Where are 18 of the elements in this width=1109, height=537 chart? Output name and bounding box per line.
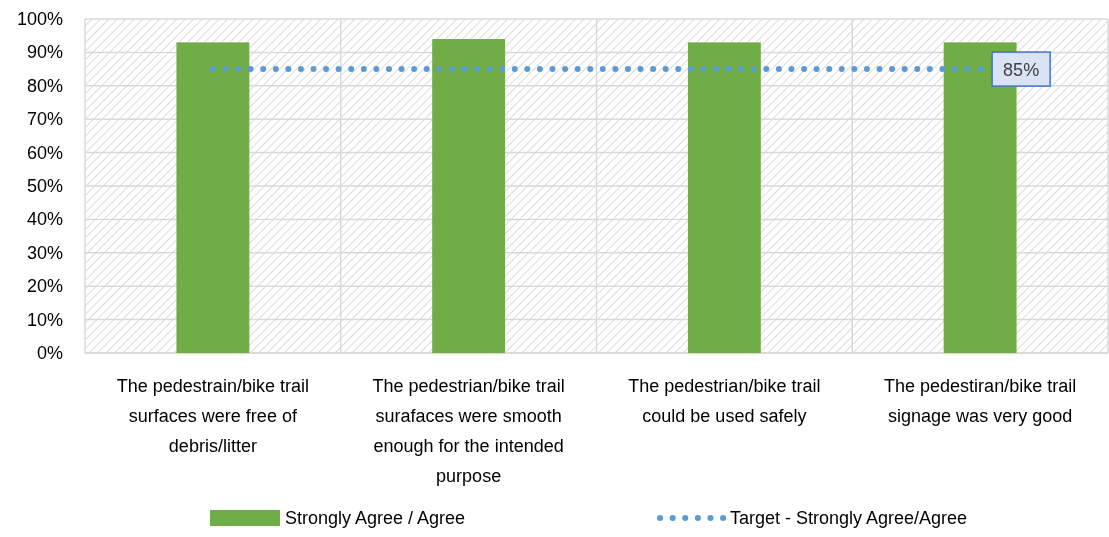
y-tick-label: 60%	[26, 142, 63, 163]
x-tick-label: The pedestrian/bike trail surafaces were smooth enough for the intended purpose	[372, 376, 565, 486]
y-tick-label: 100%	[16, 9, 63, 29]
y-tick-label: 90%	[26, 42, 63, 63]
y-tick-label: 40%	[26, 209, 63, 230]
y-tick-label: 50%	[26, 176, 63, 196]
y-tick-label: 70%	[26, 109, 63, 130]
x-tick-label: The pedestrian/bike trail could be used safely	[628, 376, 821, 426]
x-tick-label: The pedestiran/bike trail signage was very good	[884, 376, 1077, 426]
legend-label: Strongly Agree / Agree	[285, 508, 466, 528]
y-tick-label: 10%	[26, 309, 63, 330]
legend-label: Target - Strongly Agree/Agree	[730, 508, 968, 528]
x-tick-label: The pedestrain/bike trail surfaces were free of debris/litter	[116, 376, 309, 456]
y-tick-label: 30%	[26, 242, 63, 263]
y-tick-label: 80%	[26, 75, 63, 96]
y-tick-label: 0%	[36, 343, 63, 363]
data-label: 85%	[1003, 60, 1040, 81]
y-tick-label: 20%	[26, 276, 63, 297]
